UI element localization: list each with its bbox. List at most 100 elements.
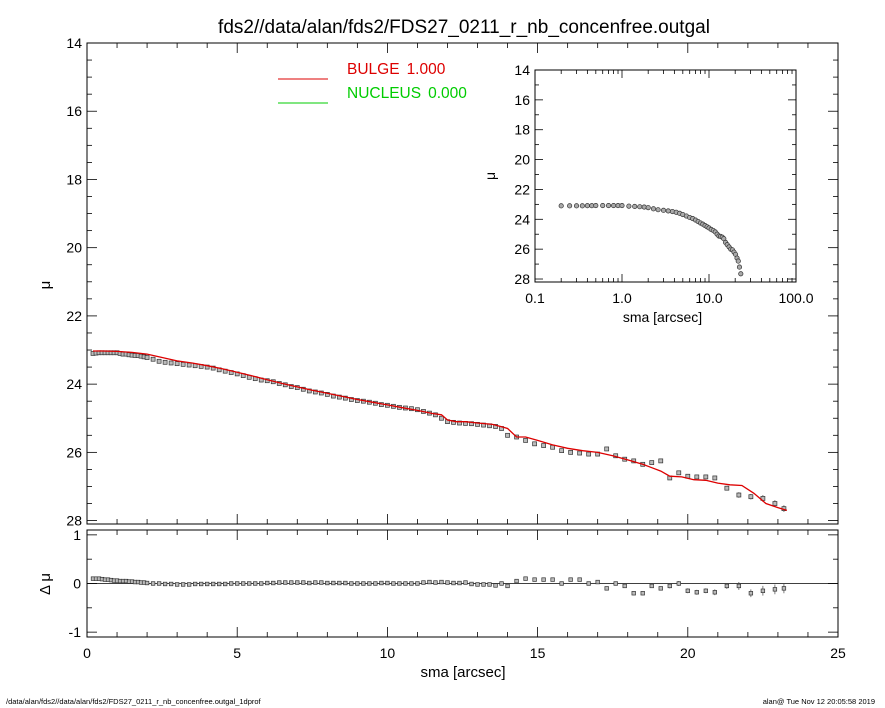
main-data-point — [174, 361, 180, 367]
residual-data-point — [349, 581, 354, 586]
residual-data-point — [445, 580, 450, 585]
main-data-point — [676, 470, 682, 476]
residual-data-point — [174, 582, 180, 587]
inset-x-tick-label: 1.0 — [612, 290, 632, 306]
residual-data-point — [439, 579, 444, 585]
residual-data-point — [499, 581, 504, 586]
residual-data-point — [760, 588, 766, 593]
residual-data-point — [640, 591, 645, 596]
residual-data-point — [223, 581, 228, 587]
residual-data-point — [694, 590, 699, 595]
footer-timestamp: alan@ Tue Nov 12 20:05:58 2019 — [762, 697, 875, 706]
inset-y-tick-label: 26 — [514, 241, 530, 257]
residual-data-point — [403, 581, 408, 586]
residual-data-point — [283, 580, 288, 585]
inset-data-point — [650, 206, 657, 212]
residual-data-point — [658, 586, 663, 591]
residual-data-point — [550, 577, 555, 582]
main-data-point — [703, 474, 709, 480]
residual-data-point — [307, 580, 312, 586]
main-data-point — [559, 448, 564, 454]
residual-data-point — [676, 581, 681, 586]
residual-data-point — [199, 581, 204, 587]
residual-data-point — [253, 581, 258, 586]
main-data-point — [451, 419, 456, 425]
residual-y-axis-label: Δ μ — [37, 573, 54, 595]
residual-data-point — [703, 588, 708, 593]
inset-data-point — [736, 264, 743, 270]
residual-data-point — [451, 580, 456, 586]
residual-data-point — [532, 577, 537, 582]
residual-data-point — [205, 581, 210, 587]
main-data-point — [532, 441, 537, 447]
inset-y-tick-label: 14 — [514, 62, 530, 78]
inset-log-panel: 14 16 18 20 22 24 26 28 0.1 1.0 10.0 100.0 sma [arcs… — [482, 62, 814, 325]
residual-data-point — [427, 579, 432, 585]
residual-data-point — [241, 581, 246, 586]
main-data-point — [736, 492, 742, 498]
residual-data-point — [712, 590, 717, 595]
residual-data-point — [397, 581, 402, 586]
residual-data-point — [211, 581, 216, 587]
main-data-point — [523, 438, 528, 443]
main-data-point — [604, 446, 610, 452]
residual-data-point — [463, 580, 468, 585]
residual-data-point — [685, 588, 690, 593]
residual-data-point — [373, 581, 378, 586]
inset-plot-frame — [534, 69, 797, 283]
inset-data-point — [600, 203, 606, 209]
main-data-point — [586, 451, 592, 457]
inset-y-tick-label: 22 — [514, 181, 530, 197]
residual-data-point — [277, 580, 282, 585]
inset-data-point — [584, 203, 590, 209]
residual-data-point — [559, 581, 564, 586]
residual-data-point — [622, 583, 627, 589]
inset-y-axis-label: μ — [482, 172, 498, 180]
residual-data-point — [229, 581, 234, 586]
residual-data-point — [289, 580, 294, 585]
main-data-point — [439, 415, 444, 421]
residual-data-point — [180, 582, 186, 587]
main-data-point — [457, 420, 462, 426]
inset-x-tick-label: 100.0 — [778, 290, 813, 306]
main-data-point — [694, 474, 700, 480]
main-y-tick-label: 20 — [66, 240, 82, 256]
inset-y-tick-label: 16 — [514, 92, 530, 108]
residual-data-point — [192, 581, 198, 587]
residual-data-point — [469, 581, 474, 587]
main-data-point — [150, 356, 156, 362]
main-data-point — [342, 395, 348, 401]
inset-data-point — [605, 203, 612, 209]
main-data-point — [186, 362, 192, 368]
inset-data-point — [632, 203, 638, 210]
legend-value: 1.000 — [407, 61, 446, 78]
residual-data-point — [415, 581, 420, 586]
inset-data-point — [665, 208, 671, 214]
residual-data-point — [748, 591, 754, 596]
main-data-point — [168, 360, 174, 366]
residual-data-point — [186, 582, 192, 587]
residual-data-point — [391, 581, 396, 586]
main-y-tick-label: 16 — [66, 103, 82, 119]
legend-label-bulge: BULGE 1.000 — [347, 61, 446, 78]
residual-data-point — [331, 580, 336, 586]
main-data-point — [312, 389, 318, 395]
inset-data-point — [655, 207, 661, 213]
main-data-point — [144, 355, 150, 360]
residual-data-point — [667, 583, 672, 589]
inset-x-axis-label: sma [arcsec] — [623, 309, 702, 325]
residual-data-point — [217, 581, 222, 587]
residual-data-point — [649, 583, 654, 589]
inset-data-point — [619, 203, 625, 209]
residual-data-point — [325, 580, 330, 586]
main-data-point — [577, 450, 583, 456]
residual-data-point — [379, 580, 384, 586]
main-data-point — [658, 458, 664, 464]
main-data-point — [493, 424, 498, 429]
residual-data-point — [736, 583, 742, 589]
inset-data-point — [738, 271, 744, 277]
residual-data-point — [514, 578, 519, 584]
main-y-tick-label: 18 — [66, 171, 82, 187]
